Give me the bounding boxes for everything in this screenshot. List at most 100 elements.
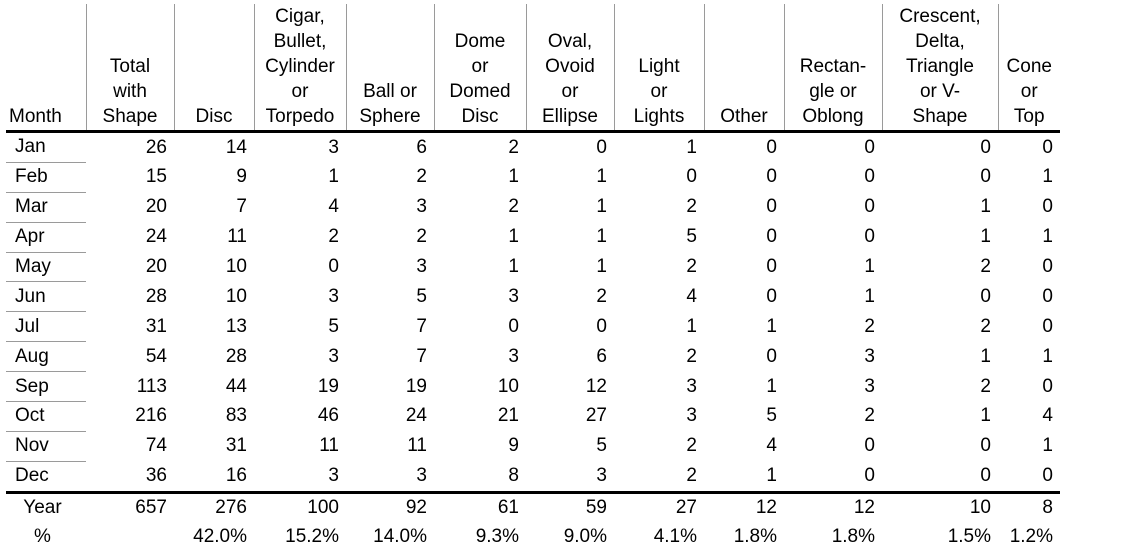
table-row: Aug 54 28 3 7 3 6 2 0 3 1 1 [6, 341, 1060, 373]
column-header-line: Other [720, 106, 768, 127]
column-header-line: Domed [449, 81, 511, 102]
table-cell: 276 [174, 490, 254, 523]
table-cell: 13 [225, 315, 247, 337]
table-cell: 1 [980, 226, 991, 248]
column-header-line: or V- [919, 81, 961, 102]
table-cell: 0 [766, 226, 777, 248]
column-header-line: Lights [633, 106, 685, 127]
column-header-line: Ellipse [542, 106, 598, 127]
column-header-line: or [561, 81, 579, 102]
table-cell: 0 [864, 136, 875, 158]
table-cell: 10 [882, 490, 998, 523]
column-header-line: Oblong [802, 106, 864, 127]
table-cell: 15 [145, 166, 167, 188]
table-cell: 216 [135, 405, 167, 427]
table-cell: 4 [766, 435, 777, 457]
table-cell: 16 [225, 464, 247, 486]
column-header-line: Shape [102, 106, 158, 127]
table-cell: 5 [416, 285, 427, 307]
column-header-line: Top [1013, 106, 1045, 127]
table-cell: 3 [416, 196, 427, 218]
column-header: Disc [174, 4, 255, 133]
table-cell: 2 [980, 375, 991, 397]
column-header-line: Ovoid [545, 56, 595, 77]
table-cell: 0 [686, 166, 697, 188]
column-header-line: or [1020, 81, 1038, 102]
row-label: % [34, 526, 51, 548]
row-label: Year [6, 490, 86, 523]
table-cell: 31 [145, 315, 167, 337]
table-cell: 1 [864, 285, 875, 307]
table-cell: 3 [416, 256, 427, 277]
table-row: Feb 15 9 1 2 1 1 0 0 0 0 1 [6, 162, 1060, 193]
table-cell: 1 [508, 256, 519, 277]
row-label: Oct [6, 401, 86, 432]
table-cell: 11 [227, 226, 247, 248]
table-cell: 4 [686, 285, 697, 307]
table-cell: 3 [328, 285, 339, 307]
table-cell: 3 [508, 285, 519, 307]
table-cell: 1.5% [947, 526, 991, 548]
table-cell: 1.8% [831, 526, 875, 548]
table-cell: 12 [784, 490, 882, 523]
table-cell: 5 [596, 435, 607, 457]
table-cell: 3 [416, 464, 427, 486]
column-header: Other [704, 4, 785, 133]
row-label: Apr [6, 222, 86, 253]
table-cell: 1 [328, 166, 339, 188]
table-cell: 3 [864, 345, 875, 367]
table-cell: 9 [508, 435, 519, 457]
table-cell: 0 [1042, 256, 1053, 277]
table-cell: 1 [864, 256, 875, 277]
table-cell: 46 [317, 405, 339, 427]
table-cell: 1 [596, 196, 607, 218]
column-header-line: gle or [809, 81, 857, 102]
table-cell: 92 [346, 490, 434, 523]
table-cell: 11 [319, 435, 339, 457]
table-row: Nov 74 31 11 11 9 5 2 4 0 0 1 [6, 431, 1060, 462]
column-header-line: Dome [454, 31, 506, 52]
table-cell: 24 [145, 226, 167, 248]
table-cell: 2 [508, 196, 519, 218]
table-row: Oct 216 83 46 24 21 27 3 5 2 1 4 [6, 401, 1060, 432]
table-cell: 0 [766, 166, 777, 188]
table-cell: 1 [596, 256, 607, 277]
table-cell: 1 [686, 136, 697, 158]
table-cell: 657 [86, 490, 174, 523]
table-cell: 28 [225, 345, 247, 367]
row-label: May [6, 252, 86, 283]
table-cell: 83 [225, 405, 247, 427]
table-cell: 0 [864, 166, 875, 188]
table-cell: 1 [686, 315, 697, 337]
table-cell: 27 [585, 405, 607, 427]
column-header: Ball or Sphere [346, 4, 435, 133]
table-cell: 2 [686, 435, 697, 457]
table-cell: 2 [328, 226, 339, 248]
table-cell: 1 [980, 345, 991, 367]
table-cell: 3 [328, 464, 339, 486]
year-total-row: Year 657 276 100 92 61 59 27 12 12 10 8 [6, 490, 1060, 523]
table-cell: 1 [596, 166, 607, 188]
table-cell: 10 [497, 375, 519, 397]
table-cell: 0 [1042, 196, 1053, 218]
column-header-line: Ball or [363, 81, 417, 102]
table-cell: 2 [980, 256, 991, 277]
table-cell: 2 [686, 196, 697, 218]
table-cell: 24 [405, 405, 427, 427]
table-cell: 9.3% [475, 526, 519, 548]
column-header: Month [6, 4, 87, 133]
column-header: Total with Shape [86, 4, 175, 133]
table-cell: 0 [766, 256, 777, 277]
table-cell: 1.8% [733, 526, 777, 548]
table-cell: 4 [328, 196, 339, 218]
column-header-line: Oval, [547, 31, 593, 52]
table-cell: 0 [980, 166, 991, 188]
table-cell: 6 [416, 136, 427, 158]
table-cell: 9 [236, 166, 247, 188]
table-row: Sep 113 44 19 19 10 12 3 1 3 2 0 [6, 371, 1060, 403]
table-cell: 7 [416, 315, 427, 337]
column-header: Rectan-gle or Oblong [784, 4, 883, 133]
table-cell: 12 [704, 490, 784, 523]
row-label: Mar [6, 192, 86, 223]
table-cell: 42.0% [193, 526, 247, 548]
